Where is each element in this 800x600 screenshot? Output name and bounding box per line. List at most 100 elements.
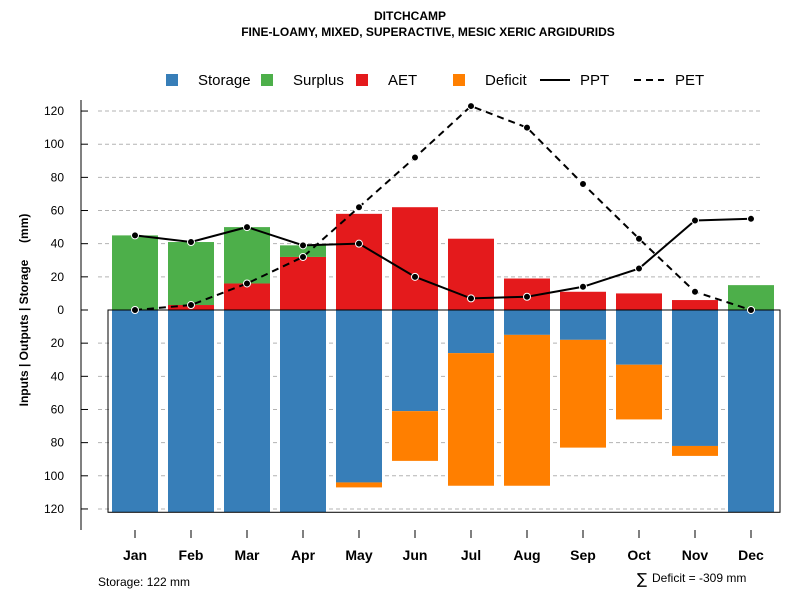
point-ppt-nov bbox=[691, 216, 699, 225]
bar-aet-mar bbox=[224, 283, 270, 310]
point-pet-nov bbox=[691, 287, 699, 296]
bar-storage-may bbox=[336, 310, 382, 483]
y-tick-label: 120 bbox=[44, 104, 64, 118]
bar-deficit-nov bbox=[672, 445, 718, 456]
line-pet bbox=[134, 104, 752, 311]
point-pet-dec bbox=[747, 306, 755, 314]
bar-storage-feb bbox=[168, 310, 214, 513]
point-pet-aug bbox=[523, 123, 531, 132]
point-ppt-dec bbox=[747, 214, 755, 223]
y-tick-label: 80 bbox=[51, 436, 65, 450]
x-tick-label-jun: Jun bbox=[403, 547, 428, 563]
legend-label-surplus: Surplus bbox=[293, 72, 344, 89]
bar-surplus-mar bbox=[224, 227, 270, 284]
x-tick-label-jan: Jan bbox=[123, 547, 147, 563]
point-pet-jan bbox=[131, 306, 139, 314]
bar-storage-jun bbox=[392, 310, 438, 412]
point-pet-apr bbox=[299, 252, 307, 261]
y-axis-label: Inputs | Outputs | Storage (mm) bbox=[17, 214, 31, 407]
point-pet-feb bbox=[187, 301, 195, 310]
y-tick-label: 40 bbox=[51, 237, 65, 251]
bar-deficit-aug bbox=[504, 334, 550, 486]
sum-symbol: ∑ bbox=[637, 570, 647, 588]
bar-storage-jan bbox=[112, 310, 158, 513]
legend: Storage Surplus AET Deficit PPT PET bbox=[166, 72, 704, 89]
x-tick-label-may: May bbox=[345, 547, 372, 563]
point-ppt-mar bbox=[243, 223, 251, 232]
point-pet-jun bbox=[411, 153, 419, 162]
bar-storage-aug bbox=[504, 310, 550, 335]
point-pet-may bbox=[355, 203, 363, 212]
legend-swatch-deficit bbox=[453, 74, 465, 86]
point-ppt-feb bbox=[187, 238, 195, 247]
bar-surplus-apr bbox=[280, 245, 326, 257]
footer-storage: Storage: 122 mm bbox=[98, 575, 190, 589]
bar-surplus-dec bbox=[728, 285, 774, 310]
point-ppt-oct bbox=[635, 264, 643, 273]
zero-line bbox=[107, 309, 781, 513]
x-tick-label-aug: Aug bbox=[513, 547, 540, 563]
bar-deficit-jun bbox=[392, 411, 438, 461]
y-tick-label: 80 bbox=[51, 170, 65, 184]
storage-frame bbox=[107, 309, 781, 513]
x-tick-label-mar: Mar bbox=[235, 547, 260, 563]
x-tick-label-dec: Dec bbox=[738, 547, 764, 563]
y-tick-label: 40 bbox=[51, 369, 65, 383]
bar-deficit-sep bbox=[560, 339, 606, 448]
y-tick-label: 60 bbox=[51, 204, 65, 218]
legend-swatch-storage bbox=[166, 74, 178, 86]
legend-label-storage: Storage bbox=[198, 72, 251, 89]
series-lines bbox=[131, 102, 755, 314]
bar-aet-oct bbox=[616, 293, 662, 310]
bar-storage-oct bbox=[616, 310, 662, 365]
legend-label-deficit: Deficit bbox=[485, 72, 528, 89]
legend-swatch-aet bbox=[356, 74, 368, 86]
x-tick-label-nov: Nov bbox=[682, 547, 709, 563]
y-tick-label: 20 bbox=[51, 336, 65, 350]
y-tick-label: 120 bbox=[44, 502, 64, 516]
footer-deficit: Deficit = -309 mm bbox=[652, 571, 746, 585]
bar-storage-jul bbox=[448, 310, 494, 354]
point-ppt-may bbox=[355, 239, 363, 248]
bar-deficit-may bbox=[336, 482, 382, 488]
bar-storage-dec bbox=[728, 310, 774, 513]
point-pet-jul bbox=[467, 102, 475, 111]
point-pet-oct bbox=[635, 234, 643, 243]
point-ppt-sep bbox=[579, 282, 587, 291]
x-tick-label-jul: Jul bbox=[461, 547, 481, 563]
point-ppt-apr bbox=[299, 241, 307, 250]
point-ppt-aug bbox=[523, 292, 531, 301]
point-ppt-jan bbox=[131, 231, 139, 240]
bar-aet-jun bbox=[392, 207, 438, 310]
legend-swatch-surplus bbox=[261, 74, 273, 86]
line-ppt bbox=[134, 217, 752, 300]
axes: 120 100 80 60 40 20 0 20 40 60 80 100 120 Jan Feb Mar Ap… bbox=[44, 100, 764, 563]
x-tick-label-sep: Sep bbox=[570, 547, 596, 563]
chart-subtitle: FINE-LOAMY, MIXED, SUPERACTIVE, MESIC XE… bbox=[241, 25, 615, 39]
bar-surplus-feb bbox=[168, 242, 214, 306]
bar-storage-mar bbox=[224, 310, 270, 513]
bar-deficit-jul bbox=[448, 353, 494, 486]
bar-surplus-jan bbox=[112, 235, 158, 310]
y-tick-label: 100 bbox=[44, 137, 64, 151]
bars bbox=[112, 207, 774, 513]
legend-label-ppt: PPT bbox=[580, 72, 609, 89]
point-pet-mar bbox=[243, 279, 251, 288]
bar-storage-apr bbox=[280, 310, 326, 513]
bar-aet-sep bbox=[560, 291, 606, 310]
x-tick-label-apr: Apr bbox=[291, 547, 316, 563]
x-tick-label-oct: Oct bbox=[627, 547, 651, 563]
bar-storage-nov bbox=[672, 310, 718, 446]
legend-label-pet: PET bbox=[675, 72, 704, 89]
y-tick-label: 100 bbox=[44, 469, 64, 483]
chart-title: DITCHCAMP bbox=[374, 9, 446, 23]
point-ppt-jul bbox=[467, 294, 475, 303]
bar-deficit-oct bbox=[616, 364, 662, 420]
x-tick-label-feb: Feb bbox=[179, 547, 204, 563]
y-tick-label: 0 bbox=[57, 303, 64, 317]
legend-label-aet: AET bbox=[388, 72, 417, 89]
point-ppt-jun bbox=[411, 272, 419, 281]
y-tick-label: 60 bbox=[51, 402, 65, 416]
bar-storage-sep bbox=[560, 310, 606, 340]
